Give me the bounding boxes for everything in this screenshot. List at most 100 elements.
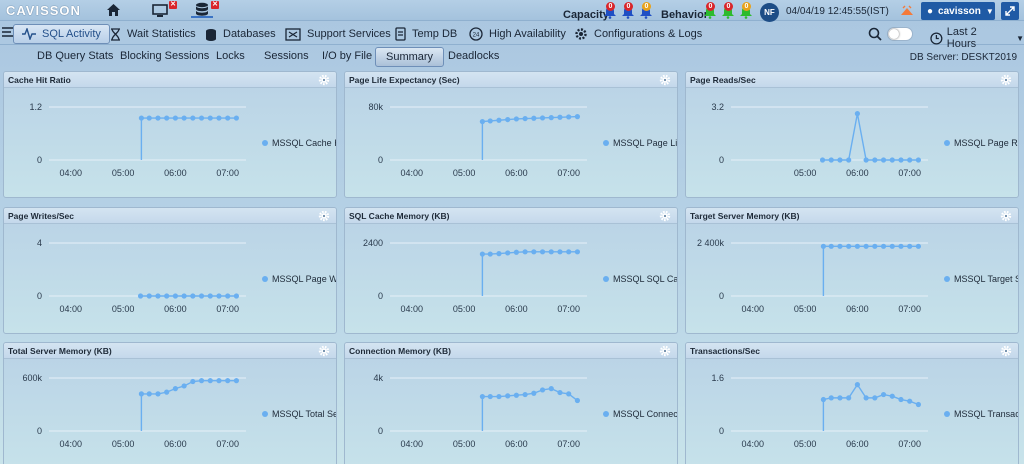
data-point: [557, 114, 563, 120]
data-point: [915, 243, 922, 249]
data-point: [837, 395, 843, 401]
data-point: [190, 378, 196, 385]
pulse-icon: [22, 28, 36, 40]
data-point: [531, 249, 537, 255]
gear-icon[interactable]: [659, 74, 671, 86]
data-point: [505, 393, 511, 399]
behavior-bell-green-icon[interactable]: 0: [703, 2, 717, 19]
legend-item[interactable]: MSSQL Target Server Memory: [944, 274, 1018, 284]
data-point: [190, 115, 196, 121]
monitor-icon[interactable]: ✕: [149, 1, 177, 18]
gear-icon[interactable]: [1000, 345, 1012, 357]
legend-marker: [603, 140, 609, 146]
data-point: [837, 243, 843, 249]
series-line: [140, 117, 237, 160]
legend-item[interactable]: MSSQL Page Writes/Sec: [262, 274, 336, 284]
tab-label: Temp DB: [412, 28, 458, 40]
data-point: [487, 393, 493, 400]
database-stack-icon[interactable]: ✕: [191, 1, 219, 18]
expand-icon[interactable]: [1001, 2, 1019, 20]
y-tick-label: 0: [378, 155, 383, 165]
time-range-label: Last 2 Hours: [946, 26, 977, 50]
line-chart: 2400 0 04:00 05:00 06:00 07:00: [363, 238, 587, 314]
data-point: [872, 395, 878, 401]
behavior-bell-green-icon[interactable]: 0: [739, 2, 753, 19]
gear-icon[interactable]: [318, 210, 330, 222]
legend-marker: [262, 276, 268, 282]
tab-sql-activity[interactable]: SQL Activity: [13, 24, 110, 44]
gear-icon[interactable]: [318, 345, 330, 357]
alert-icon[interactable]: [899, 2, 915, 18]
data-point: [137, 293, 144, 299]
gear-icon[interactable]: [1000, 210, 1012, 222]
tab-locks[interactable]: Locks: [216, 50, 245, 62]
data-point: [522, 249, 528, 255]
tab-support-services[interactable]: Support Services: [285, 24, 391, 44]
legend-item[interactable]: MSSQL Transactions/Sec: [944, 409, 1018, 419]
tab-sessions[interactable]: Sessions: [264, 50, 309, 62]
legend-item[interactable]: MSSQL Connection Memory: [603, 409, 677, 419]
gear-icon[interactable]: [659, 210, 671, 222]
data-point: [819, 157, 826, 163]
tab-blocking-sessions[interactable]: Blocking Sessions: [120, 50, 210, 62]
legend-item[interactable]: MSSQL SQL Cache Memory: [603, 274, 678, 284]
x-tick-label: 04:00: [401, 304, 424, 314]
line-chart: 1.6 0 04:00 05:00 06:00 07:00: [711, 373, 928, 449]
tab-deadlocks[interactable]: Deadlocks: [448, 50, 500, 62]
x-tick-label: 05:00: [794, 168, 817, 178]
x-tick-label: 05:00: [453, 439, 476, 449]
gear-icon[interactable]: [659, 345, 671, 357]
legend-item[interactable]: MSSQL Page Life Expectancy: [603, 138, 677, 148]
data-point: [513, 392, 519, 398]
close-icon[interactable]: ✕: [211, 1, 219, 9]
tab-label: Wait Statistics: [127, 28, 196, 40]
behavior-bell-green-icon[interactable]: 0: [721, 2, 735, 19]
tab-temp-db[interactable]: Temp DB: [395, 24, 457, 44]
x-tick-label: 04:00: [60, 439, 83, 449]
line-chart: 3.2 0 05:00 06:00 07:00: [711, 102, 928, 178]
tab-summary[interactable]: Summary: [375, 47, 445, 67]
capacity-bell-blue-icon[interactable]: 0: [639, 2, 653, 19]
data-point: [828, 243, 834, 249]
tab-io-by-file[interactable]: I/O by File: [322, 50, 373, 62]
data-point: [155, 115, 161, 121]
capacity-bell-blue-icon[interactable]: 0: [621, 2, 635, 19]
user-menu-button[interactable]: ● cavisson ▼: [921, 2, 995, 20]
gear-icon[interactable]: [1000, 74, 1012, 86]
line-chart: 4 0 04:00 05:00 06:00 07:00: [37, 238, 246, 314]
avatar[interactable]: NF: [760, 3, 779, 22]
data-point: [155, 391, 161, 397]
legend-label: MSSQL SQL Cache Memory: [613, 274, 678, 284]
toggle-switch[interactable]: [887, 27, 913, 41]
capacity-count-minor: 0: [642, 2, 651, 11]
home-icon[interactable]: [105, 2, 121, 18]
data-point: [854, 243, 860, 249]
data-point: [233, 293, 240, 299]
gear-icon[interactable]: [318, 74, 330, 86]
data-point: [907, 157, 913, 163]
capacity-bell-blue-icon[interactable]: 0: [603, 2, 617, 19]
legend-item[interactable]: MSSQL Page Reads/Sec: [944, 138, 1018, 148]
legend-label: MSSQL Total Server Memory: [272, 409, 336, 419]
data-point: [820, 243, 826, 249]
y-tick-label: 0: [378, 426, 383, 436]
data-point: [216, 115, 222, 121]
close-icon[interactable]: ✕: [169, 1, 177, 9]
data-point: [522, 115, 528, 122]
x-tick-label: 06:00: [164, 439, 187, 449]
report-search-icon[interactable]: [868, 24, 882, 44]
legend-item[interactable]: MSSQL Cache Hit Ratio: [262, 138, 336, 148]
data-point: [233, 378, 240, 384]
tab-db-query-stats[interactable]: DB Query Stats: [37, 50, 114, 62]
tab-configurations-logs[interactable]: Configurations & Logs: [574, 24, 702, 44]
data-point: [181, 383, 187, 389]
data-point: [181, 293, 187, 299]
tab-databases[interactable]: Databases: [205, 24, 276, 44]
time-range-select[interactable]: Last 2 Hours ▼: [930, 26, 1024, 50]
tab-wait-statistics[interactable]: Wait Statistics: [110, 24, 196, 44]
x-tick-label: 06:00: [846, 304, 869, 314]
tab-high-availability[interactable]: 24 High Availability: [469, 24, 566, 44]
chart-title: Cache Hit Ratio: [8, 75, 71, 85]
legend-item[interactable]: MSSQL Total Server Memory: [262, 409, 336, 419]
tab-label: Configurations & Logs: [594, 28, 703, 40]
